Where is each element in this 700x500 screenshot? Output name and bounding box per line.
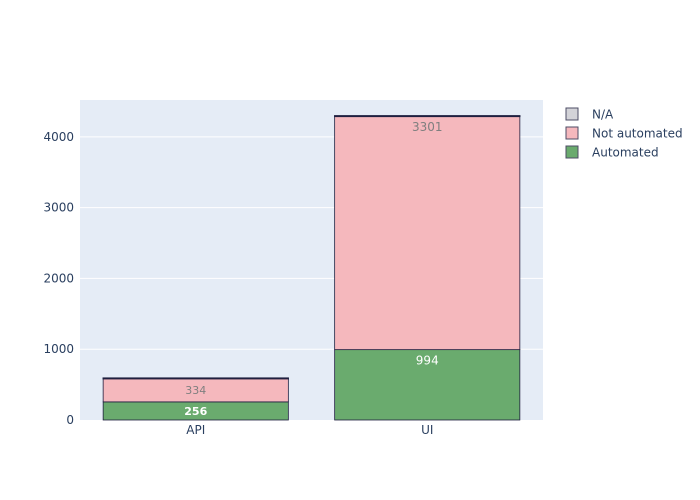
legend-item-not-automated[interactable]: Not automated bbox=[565, 126, 683, 141]
y-tick-label: 2000 bbox=[43, 271, 74, 285]
bar-value-label: 3301 bbox=[412, 120, 443, 134]
y-tick-label: 4000 bbox=[43, 130, 74, 144]
y-tick-label: 0 bbox=[66, 413, 74, 427]
axes: 0 1000 2000 3000 4000 API UI bbox=[43, 130, 433, 437]
x-tick-label: API bbox=[186, 423, 205, 437]
bar-value-label: 994 bbox=[416, 354, 439, 368]
y-tick-label: 1000 bbox=[43, 342, 74, 356]
legend-swatch bbox=[565, 107, 579, 121]
x-tick-label: UI bbox=[421, 423, 433, 437]
legend-label: Not automated bbox=[592, 127, 683, 141]
legend: N/A Not automated Automated bbox=[565, 107, 683, 160]
legend-swatch bbox=[565, 126, 579, 140]
bars bbox=[102, 115, 521, 421]
legend-item-automated[interactable]: Automated bbox=[565, 145, 659, 160]
legend-label: Automated bbox=[592, 146, 659, 160]
bar-api-n-a[interactable] bbox=[102, 377, 289, 380]
bar-ui-n-a[interactable] bbox=[334, 115, 521, 118]
legend-item-n-a[interactable]: N/A bbox=[565, 107, 614, 122]
x-axis: API UI bbox=[186, 423, 433, 437]
bar-value-label: 334 bbox=[185, 384, 206, 397]
y-tick-label: 3000 bbox=[43, 201, 74, 215]
y-axis: 0 1000 2000 3000 4000 bbox=[43, 130, 74, 427]
bar-ui-not-automated[interactable] bbox=[334, 115, 521, 351]
legend-label: N/A bbox=[592, 108, 614, 122]
bar-value-labels: 256 334 994 3301 bbox=[184, 120, 442, 418]
legend-swatch bbox=[565, 145, 579, 159]
bar-value-label: 256 bbox=[184, 405, 207, 418]
bar-ui-automated[interactable] bbox=[334, 349, 521, 421]
